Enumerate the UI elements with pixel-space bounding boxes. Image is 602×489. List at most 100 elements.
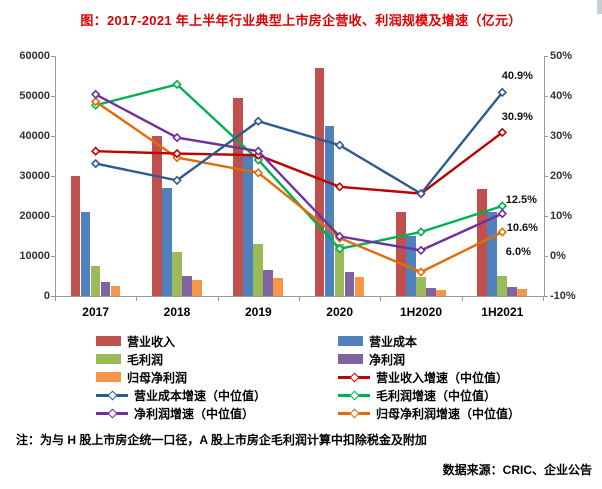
legend-label: 营业收入 xyxy=(127,334,176,349)
legend-item-营业成本: 营业成本 xyxy=(338,334,520,349)
left-axis-tick xyxy=(51,256,55,257)
bar-净利润-2017 xyxy=(100,282,111,296)
bar-营业收入-1H2020 xyxy=(396,212,406,296)
right-axis-tick-label: 20% xyxy=(550,170,573,182)
right-axis-tick xyxy=(544,56,548,57)
left-axis-tick-label: 50000 xyxy=(19,90,50,102)
bar-营业成本-1H2020 xyxy=(406,236,416,296)
bar-营业成本-2018 xyxy=(162,188,172,296)
right-axis-tick xyxy=(544,96,548,97)
bar-归母净利润-2020 xyxy=(354,276,365,296)
x-axis-tick xyxy=(136,297,138,301)
bar-毛利润-2017 xyxy=(90,266,101,296)
annotation-12.5%: 12.5% xyxy=(505,194,537,206)
x-axis-tick xyxy=(299,297,300,301)
legend-item-净利润增速（中位值）: 净利润增速（中位值） xyxy=(96,406,338,421)
left-axis-tick xyxy=(51,56,55,57)
legend-line-swatch xyxy=(338,372,370,382)
bar-归母净利润-2019 xyxy=(273,277,283,296)
bar-营业收入-1H2021 xyxy=(477,189,487,296)
left-axis-tick-label: 0 xyxy=(43,290,50,302)
right-axis-tick xyxy=(544,296,548,297)
x-axis-tick xyxy=(380,297,382,301)
bar-营业收入-2018 xyxy=(152,136,162,296)
bar-归母净利润-2018 xyxy=(192,280,202,296)
legend-label: 净利润增速（中位值） xyxy=(134,406,255,421)
legend-item-毛利润: 毛利润 xyxy=(96,352,338,367)
right-axis-tick-label: 40% xyxy=(550,90,573,102)
legend-bar-swatch xyxy=(96,336,121,346)
bar-毛利润-2020 xyxy=(334,244,345,296)
bar-净利润-1H2020 xyxy=(426,288,436,296)
bar-营业收入-2017 xyxy=(70,176,81,296)
bar-归母净利润-1H2021 xyxy=(517,289,527,296)
left-axis-tick-label: 10000 xyxy=(19,250,50,262)
x-axis-category-label: 2019 xyxy=(244,305,272,319)
right-axis-tick xyxy=(544,216,548,217)
annotation-6.0%: 6.0% xyxy=(505,246,531,258)
legend-bar-swatch xyxy=(338,336,363,346)
left-axis-tick xyxy=(51,96,55,97)
x-axis-tick xyxy=(217,297,219,301)
right-axis-tick-label: 50% xyxy=(550,50,573,62)
legend-line-swatch xyxy=(338,408,370,418)
bar-营业成本-1H2021 xyxy=(487,212,497,296)
legend-label: 净利润 xyxy=(369,352,406,367)
left-axis-tick xyxy=(51,216,55,217)
data-source: 数据来源：CRIC、企业公告 xyxy=(442,463,592,477)
scrollbar-fragment[interactable] xyxy=(597,0,602,14)
bar-毛利润-1H2021 xyxy=(497,276,507,296)
bar-净利润-1H2021 xyxy=(507,287,517,296)
x-axis-tick xyxy=(461,297,463,301)
legend-label: 归母净利润 xyxy=(127,370,188,385)
plot-area xyxy=(55,56,545,297)
bar-毛利润-2019 xyxy=(253,244,263,296)
x-axis-category-label: 2020 xyxy=(326,305,353,319)
bar-毛利润-2018 xyxy=(172,252,182,296)
legend-line-swatch xyxy=(96,390,128,400)
bar-归母净利润-2017 xyxy=(110,285,121,296)
legend-item-归母净利润增速（中位值）: 归母净利润增速（中位值） xyxy=(338,406,521,421)
right-axis-tick-label: 0% xyxy=(550,250,566,262)
right-axis-tick xyxy=(544,176,548,177)
legend: 营业收入 营业成本毛利润 净利润归母净利润 营业收入增速（中位值） 营业成本增速（中位值… xyxy=(96,334,521,421)
x-axis-tick xyxy=(543,297,544,301)
bar-净利润-2019 xyxy=(263,270,273,296)
legend-label: 毛利润增速（中位值） xyxy=(376,388,497,403)
annotation-40.9%: 40.9% xyxy=(501,70,533,83)
annotation-30.9%: 30.9% xyxy=(501,111,533,124)
legend-bar-swatch xyxy=(338,354,363,364)
right-axis-tick-label: 30% xyxy=(550,130,573,142)
legend-bar-swatch xyxy=(96,354,121,364)
bar-净利润-2020 xyxy=(344,271,355,296)
bar-营业成本-2019 xyxy=(243,156,253,296)
right-axis-tick-label: 10% xyxy=(550,210,573,222)
chart-title: 图：2017-2021 年上半年行业典型上市房企营收、利润规模及增速（亿元） xyxy=(80,13,522,28)
legend-bar-swatch xyxy=(96,372,121,382)
x-axis-tick xyxy=(55,297,56,301)
x-axis-category-label: 2017 xyxy=(82,305,109,319)
left-axis-tick-label: 30000 xyxy=(19,170,50,182)
x-axis-category-label: 1H2021 xyxy=(481,305,524,319)
legend-item-营业收入增速（中位值）: 营业收入增速（中位值） xyxy=(338,370,520,385)
legend-label: 营业成本 xyxy=(369,334,418,349)
annotation-10.6%: 10.6% xyxy=(506,221,538,234)
legend-label: 归母净利润增速（中位值） xyxy=(376,406,521,421)
left-axis-tick-label: 20000 xyxy=(19,210,50,222)
bar-营业成本-2017 xyxy=(80,212,91,296)
left-axis-tick-label: 40000 xyxy=(19,130,50,142)
bar-归母净利润-1H2020 xyxy=(436,290,446,296)
legend-label: 营业收入增速（中位值） xyxy=(376,370,509,385)
left-axis-tick xyxy=(51,136,55,137)
bar-营业收入-2019 xyxy=(233,98,243,296)
left-axis-tick xyxy=(51,176,55,177)
bar-营业收入-2020 xyxy=(314,68,325,296)
legend-item-营业收入: 营业收入 xyxy=(96,334,338,349)
right-axis-tick-label: -10% xyxy=(550,290,576,302)
legend-item-毛利润增速（中位值）: 毛利润增速（中位值） xyxy=(338,388,520,403)
legend-item-营业成本增速（中位值）: 营业成本增速（中位值） xyxy=(96,388,338,403)
legend-item-归母净利润: 归母净利润 xyxy=(96,370,338,385)
footnote: 注：为与 H 股上市房企统一口径，A 股上市房企毛利润计算中扣除税金及附加 xyxy=(16,433,427,447)
bar-净利润-2018 xyxy=(182,276,192,296)
